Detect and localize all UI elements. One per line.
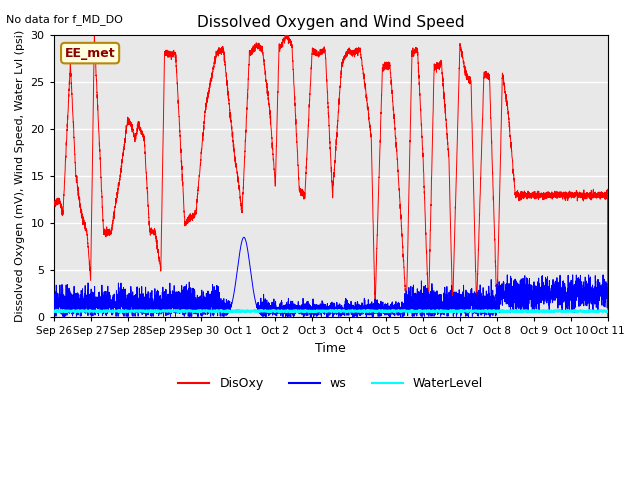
Y-axis label: Dissolved Oxygen (mV), Wind Speed, Water Lvl (psi): Dissolved Oxygen (mV), Wind Speed, Water… [15,30,25,323]
Text: EE_met: EE_met [65,47,115,60]
Title: Dissolved Oxygen and Wind Speed: Dissolved Oxygen and Wind Speed [197,15,465,30]
Legend: DisOxy, ws, WaterLevel: DisOxy, ws, WaterLevel [173,372,488,396]
X-axis label: Time: Time [316,342,346,355]
Text: No data for f_MD_DO: No data for f_MD_DO [6,14,124,25]
